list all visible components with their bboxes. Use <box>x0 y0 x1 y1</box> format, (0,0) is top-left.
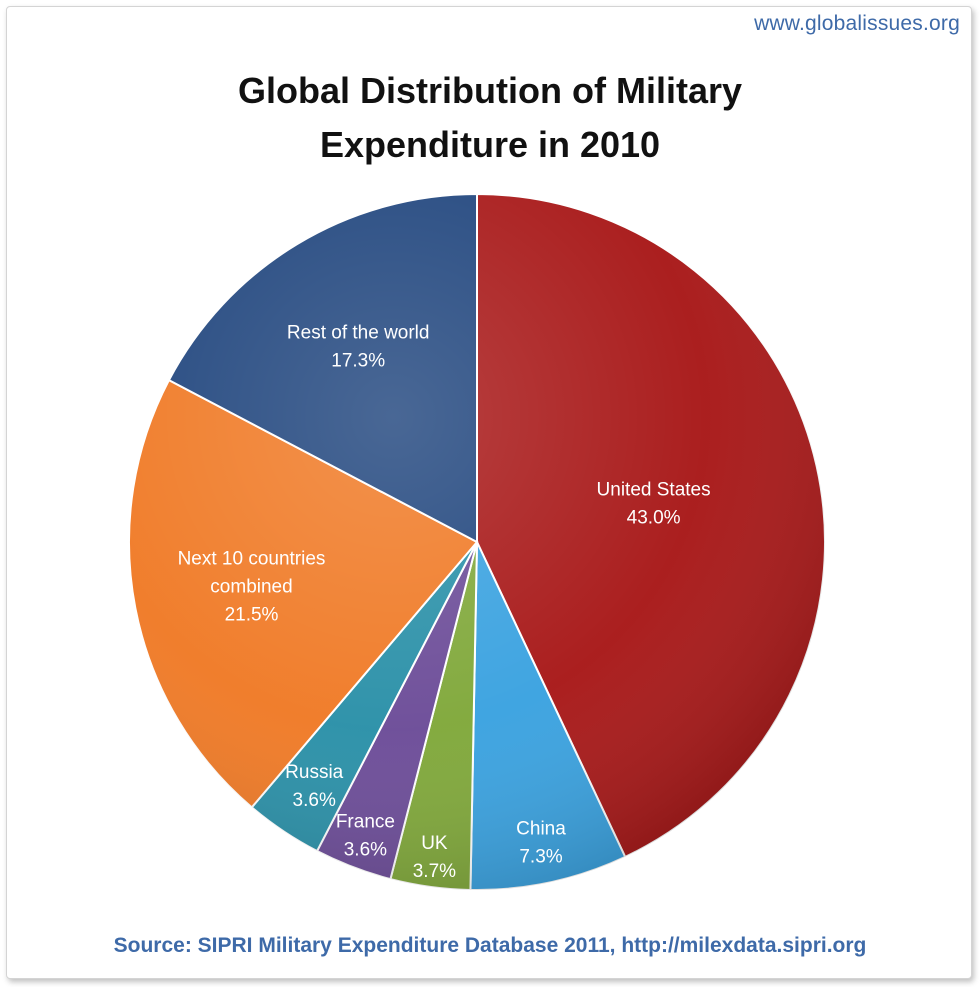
slice-label-line: United States <box>597 480 711 501</box>
slice-label-line: combined <box>210 577 292 598</box>
chart-title: Global Distribution of Military Expendit… <box>0 64 980 172</box>
slice-label-line: 21.5% <box>225 605 279 626</box>
chart-title-line-1: Global Distribution of Military <box>238 70 742 111</box>
pie-slices <box>128 192 826 891</box>
slice-label-line: 3.6% <box>293 790 336 811</box>
slice-label-line: Russia <box>285 762 344 783</box>
chart-title-line-2: Expenditure in 2010 <box>319 124 661 165</box>
slice-label-next-10-countries-combined: Next 10 countries combined 21.5% <box>178 549 326 626</box>
slice-label-uk: UK 3.7% <box>413 833 456 882</box>
slice-label-china: China 7.3% <box>516 819 566 868</box>
site-url: www.globalissues.org <box>754 12 960 35</box>
pie-labels: United States 43.0%China 7.3%UK 3.7%France 3… <box>178 322 711 881</box>
slice-label-line: Rest of the world <box>287 322 430 343</box>
slice-label-line: France <box>336 812 395 833</box>
slice-label-line: 43.0% <box>627 508 681 529</box>
slice-label-line: 7.3% <box>519 847 562 868</box>
source-note: Source: SIPRI Military Expenditure Datab… <box>113 934 867 957</box>
slice-label-united-states: United States 43.0% <box>597 480 711 529</box>
slice-label-line: 3.6% <box>344 840 387 861</box>
slice-label-russia: Russia 3.6% <box>285 762 344 811</box>
slice-label-line: 17.3% <box>331 350 385 371</box>
slice-label-line: UK <box>421 833 448 854</box>
slice-label-rest-of-the-world: Rest of the world 17.3% <box>287 322 430 371</box>
slice-label-line: Next 10 countries <box>178 549 326 570</box>
slice-label-france: France 3.6% <box>336 812 395 861</box>
slice-label-line: 3.7% <box>413 861 456 882</box>
slice-label-line: China <box>516 819 566 840</box>
